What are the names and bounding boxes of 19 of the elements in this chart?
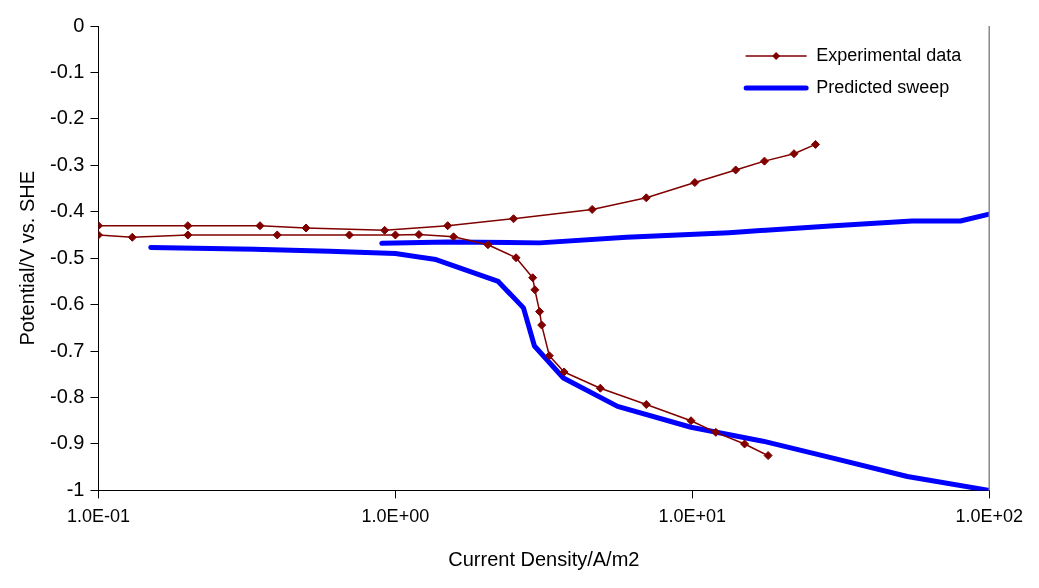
y-tick-label: -0.5	[49, 245, 85, 268]
x-tick-label: 1.0E-01	[66, 506, 130, 527]
legend-label: Experimental data	[816, 44, 963, 65]
y-tick-label: -0.2	[49, 106, 85, 129]
legend-label: Predicted sweep	[816, 76, 950, 97]
y-tick-label: -0.7	[49, 338, 85, 361]
y-tick-label: 0	[73, 13, 85, 36]
y-tick-label: -0.4	[49, 199, 85, 222]
x-tick-label: 1.0E+00	[361, 506, 430, 527]
y-tick-label: -0.3	[49, 152, 85, 175]
y-tick-label: -0.1	[49, 59, 85, 82]
y-tick-label: -1	[66, 477, 85, 500]
y-tick-label: -0.8	[49, 385, 85, 408]
x-tick-label: 1.0E+01	[658, 506, 727, 527]
y-axis-title: Potential/V vs. SHE	[15, 170, 38, 346]
x-tick-label: 1.0E+02	[955, 506, 1023, 527]
y-tick-label: -0.6	[49, 292, 85, 315]
y-tick-label: -0.9	[49, 431, 85, 454]
x-axis-title: Current Density/A/m2	[448, 547, 640, 570]
